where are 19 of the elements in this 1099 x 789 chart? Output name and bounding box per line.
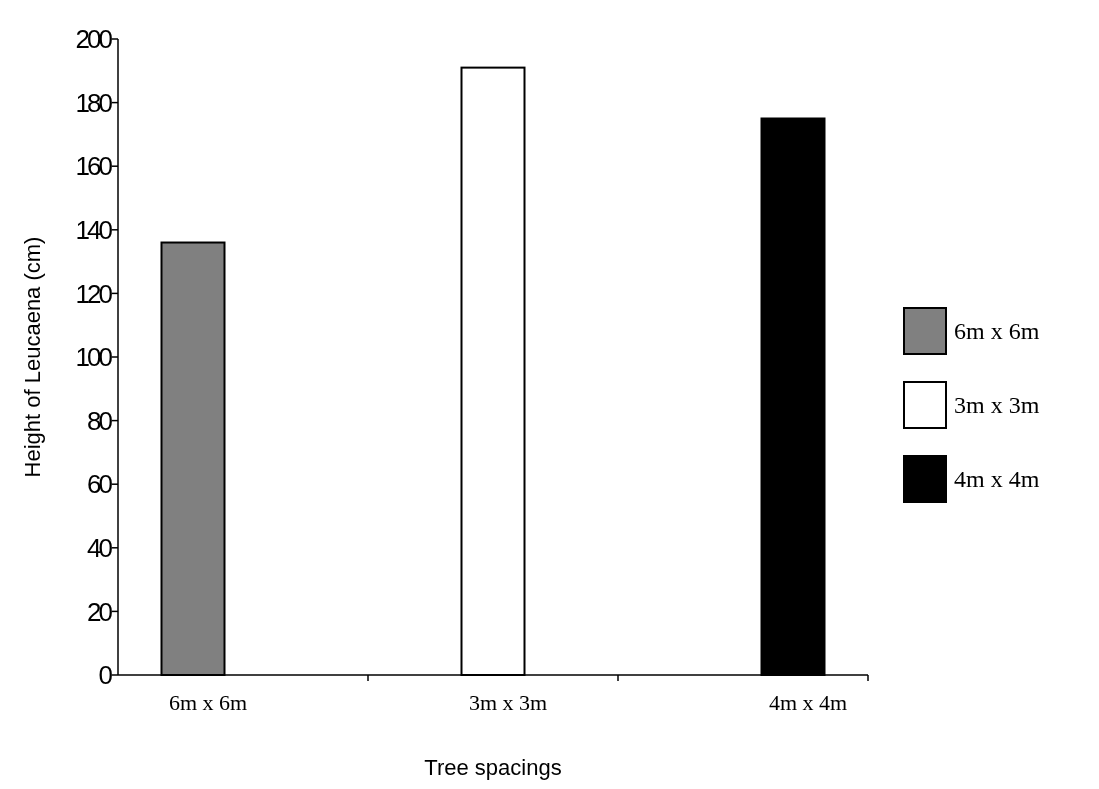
y-tick-label: 60 bbox=[87, 469, 113, 500]
y-axis-title: Height of Leucaena (cm) bbox=[20, 236, 45, 478]
y-tick-label: 200 bbox=[75, 24, 113, 55]
x-axis-title: Tree spacings bbox=[424, 755, 562, 780]
y-tick-label: 160 bbox=[75, 151, 113, 182]
y-tick-label: 0 bbox=[98, 660, 113, 691]
legend-label: 3m x 3m bbox=[954, 392, 1040, 419]
y-tick-label: 100 bbox=[75, 342, 113, 373]
y-tick-label: 120 bbox=[75, 278, 113, 309]
y-tick-label: 180 bbox=[75, 87, 113, 118]
legend-label: 6m x 6m bbox=[954, 318, 1040, 345]
y-tick-label: 140 bbox=[75, 214, 113, 245]
y-tick-label: 40 bbox=[87, 532, 113, 563]
y-tick-label: 20 bbox=[87, 596, 113, 627]
y-tick-label: 80 bbox=[87, 405, 113, 436]
x-tick-label: 6m x 6m bbox=[168, 690, 248, 715]
x-tick-label: 3m x 3m bbox=[468, 690, 548, 715]
legend-label: 4m x 4m bbox=[954, 466, 1040, 493]
x-tick-label: 4m x 4m bbox=[768, 690, 848, 715]
